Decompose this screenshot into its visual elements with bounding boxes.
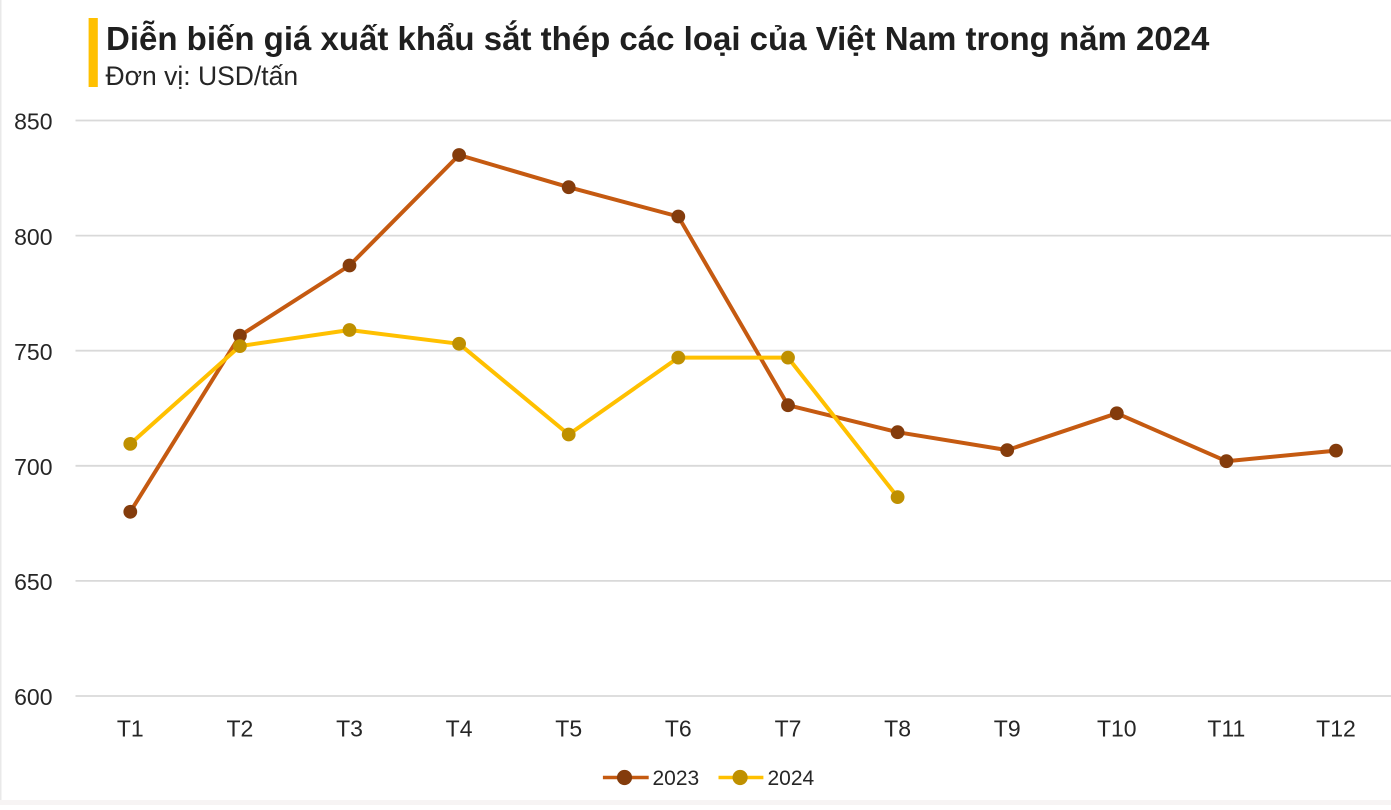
svg-text:T2: T2 bbox=[226, 716, 253, 742]
svg-text:T1: T1 bbox=[117, 716, 144, 742]
svg-text:T5: T5 bbox=[555, 716, 582, 742]
svg-text:T6: T6 bbox=[665, 716, 692, 742]
svg-text:T3: T3 bbox=[336, 716, 363, 742]
svg-text:T4: T4 bbox=[446, 716, 473, 742]
svg-text:Đơn vị: USD/tấn: Đơn vị: USD/tấn bbox=[106, 61, 299, 91]
svg-text:2023: 2023 bbox=[653, 767, 700, 790]
svg-text:650: 650 bbox=[14, 569, 52, 595]
svg-text:Diễn biến giá xuất khẩu sắt th: Diễn biến giá xuất khẩu sắt thép các loạ… bbox=[106, 20, 1210, 57]
svg-text:T9: T9 bbox=[994, 716, 1021, 742]
svg-text:750: 750 bbox=[14, 339, 52, 365]
svg-text:600: 600 bbox=[14, 684, 52, 710]
svg-text:850: 850 bbox=[14, 109, 52, 135]
svg-text:T7: T7 bbox=[775, 716, 802, 742]
svg-text:T8: T8 bbox=[884, 716, 911, 742]
svg-text:T12: T12 bbox=[1316, 716, 1356, 742]
svg-text:800: 800 bbox=[14, 224, 52, 250]
svg-text:2024: 2024 bbox=[768, 767, 815, 790]
svg-text:T10: T10 bbox=[1097, 716, 1137, 742]
svg-text:700: 700 bbox=[14, 454, 52, 480]
svg-text:T11: T11 bbox=[1207, 716, 1245, 742]
